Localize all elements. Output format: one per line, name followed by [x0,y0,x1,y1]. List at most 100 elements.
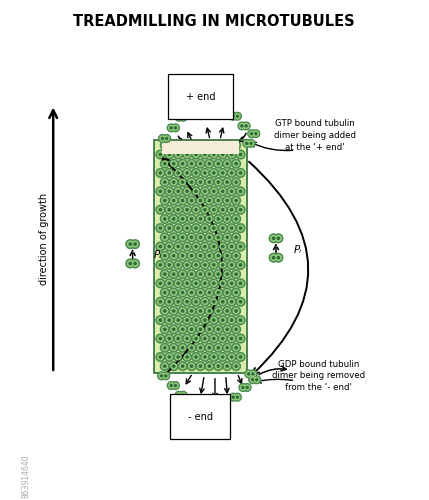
Circle shape [222,208,224,211]
Circle shape [184,152,190,158]
Circle shape [177,227,179,229]
Circle shape [213,246,215,248]
Circle shape [220,188,226,194]
Circle shape [235,162,237,165]
Circle shape [222,400,227,406]
Bar [154,140,247,373]
Circle shape [171,290,177,296]
Circle shape [199,346,202,349]
Circle shape [208,162,211,165]
Circle shape [189,400,194,404]
Circle shape [249,376,257,384]
Circle shape [217,365,219,368]
Circle shape [236,150,245,159]
Circle shape [169,306,178,316]
Circle shape [226,346,228,349]
Circle shape [205,252,214,260]
Circle shape [224,180,230,185]
Circle shape [269,254,278,262]
Circle shape [190,218,193,220]
Circle shape [236,224,245,232]
Circle shape [233,290,239,296]
Circle shape [220,152,226,158]
Circle shape [183,206,191,214]
Circle shape [192,168,200,177]
Circle shape [217,346,219,349]
Circle shape [181,273,184,275]
Circle shape [159,190,161,192]
Circle shape [236,316,245,324]
Circle shape [183,298,191,306]
Circle shape [205,102,213,110]
Circle shape [218,352,227,362]
Circle shape [160,214,169,224]
Circle shape [162,272,168,277]
Circle shape [208,346,211,349]
Circle shape [199,273,202,275]
Circle shape [172,236,175,238]
Circle shape [204,208,206,211]
Circle shape [180,180,185,185]
Circle shape [165,242,174,251]
Circle shape [162,198,168,203]
Circle shape [232,270,241,278]
Circle shape [217,218,219,220]
Circle shape [220,108,221,110]
Circle shape [178,160,187,168]
Circle shape [165,168,174,177]
Circle shape [127,260,133,266]
Circle shape [181,392,186,398]
Circle shape [254,131,258,136]
Circle shape [181,328,184,330]
Circle shape [157,372,166,380]
Circle shape [183,260,191,270]
Circle shape [249,131,254,136]
Circle shape [166,207,172,212]
Circle shape [199,162,202,165]
Circle shape [193,280,199,286]
Circle shape [235,394,240,400]
Circle shape [239,124,245,128]
Circle shape [156,187,165,196]
Circle shape [222,338,224,340]
Circle shape [226,200,228,202]
Circle shape [242,386,244,388]
Circle shape [239,154,242,156]
Circle shape [272,237,275,240]
Circle shape [171,272,177,277]
Circle shape [226,365,228,368]
Circle shape [209,260,218,270]
Circle shape [199,218,202,220]
Circle shape [187,325,196,334]
Circle shape [233,364,239,369]
Circle shape [233,216,239,222]
Circle shape [175,336,181,342]
Circle shape [168,264,170,266]
Circle shape [166,138,168,140]
Circle shape [235,236,237,238]
Circle shape [224,216,230,222]
Circle shape [169,252,178,260]
Circle shape [217,181,219,183]
Circle shape [229,299,235,304]
Circle shape [193,354,199,360]
Circle shape [218,224,227,232]
Circle shape [157,188,163,194]
Circle shape [207,104,212,109]
Circle shape [224,198,230,203]
Circle shape [226,328,228,330]
Circle shape [175,384,176,386]
Circle shape [160,306,169,316]
Circle shape [168,282,170,284]
Circle shape [192,316,200,324]
Circle shape [132,260,138,266]
Circle shape [183,224,191,232]
Circle shape [206,142,212,148]
Circle shape [193,207,199,212]
Circle shape [238,244,243,250]
Circle shape [175,114,183,121]
Circle shape [195,154,197,156]
Circle shape [232,252,241,260]
Circle shape [218,242,227,251]
Circle shape [195,338,197,340]
